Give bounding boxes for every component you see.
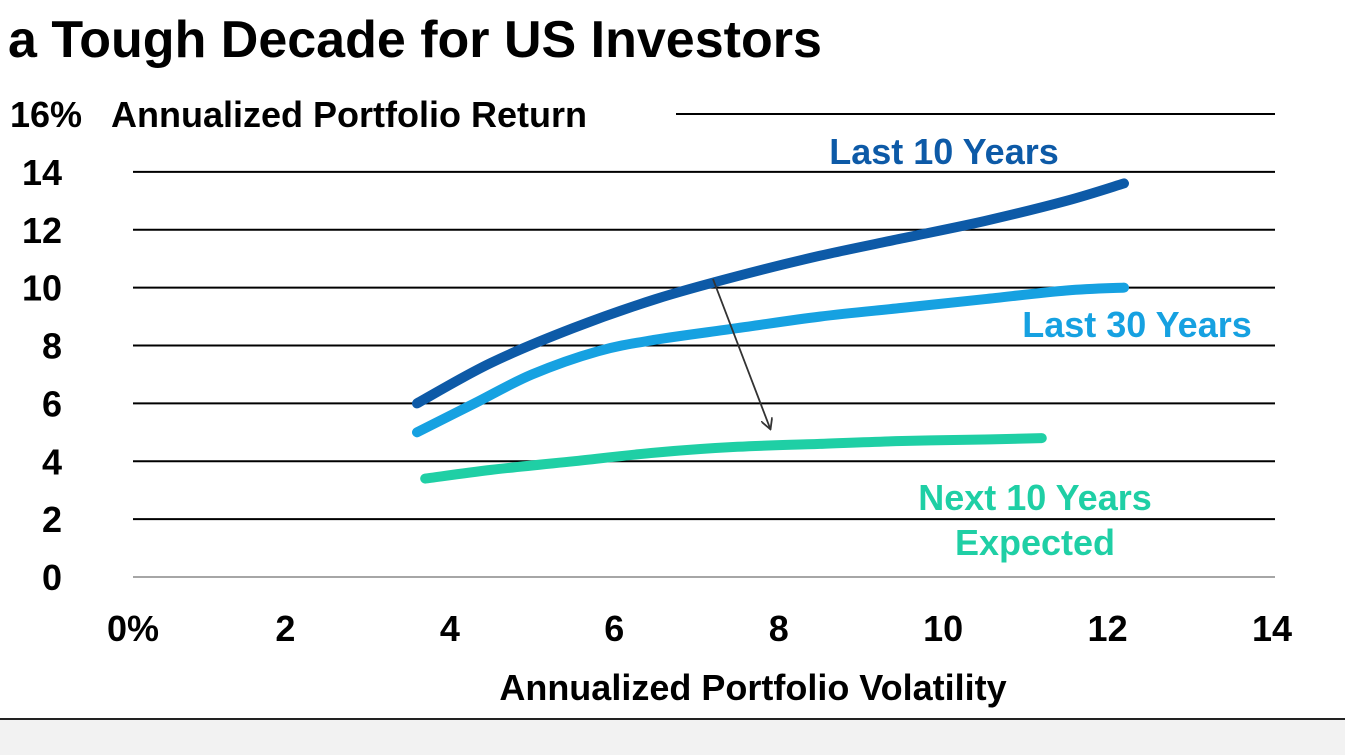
- y-tick-label: 12: [22, 210, 62, 251]
- series-line-next-10-years: [420, 433, 1047, 484]
- annotations: [712, 278, 771, 429]
- x-tick-label: 6: [604, 608, 624, 649]
- series-line-last-10-years: [412, 178, 1129, 409]
- label-last-10-years: Last 10 Years: [829, 131, 1059, 172]
- x-axis-ticks: 0% 2 4 6 8 10 12 14: [107, 608, 1292, 649]
- x-tick-label: 14: [1252, 608, 1292, 649]
- label-next-10-years: Next 10 Years Expected: [918, 477, 1152, 563]
- x-axis-label: Annualized Portfolio Volatility: [499, 667, 1006, 708]
- y-tick-label: 14: [22, 152, 62, 193]
- y-axis-label: Annualized Portfolio Return: [111, 94, 587, 135]
- series-line-last-30-years: [412, 282, 1129, 438]
- x-tick-label: 4: [440, 608, 460, 649]
- x-tick-label: 12: [1088, 608, 1128, 649]
- footer-band: [0, 720, 1345, 755]
- y-tick-label-top: 16%: [10, 94, 82, 135]
- shift-arrow: [712, 278, 771, 429]
- y-tick-label: 6: [42, 383, 62, 424]
- x-tick-label: 10: [923, 608, 963, 649]
- y-axis-ticks: 0 2 4 6 8 10 12 14 16%: [10, 94, 82, 598]
- x-tick-label: 2: [275, 608, 295, 649]
- y-tick-label: 10: [22, 268, 62, 309]
- chart-title: a Tough Decade for US Investors: [8, 11, 822, 69]
- series-labels: Last 10 Years Last 30 Years Next 10 Years E…: [829, 131, 1252, 563]
- label-last-30-years: Last 30 Years: [1022, 304, 1252, 345]
- x-tick-label: 0%: [107, 608, 159, 649]
- y-tick-label: 8: [42, 326, 62, 367]
- y-tick-label: 0: [42, 557, 62, 598]
- series-lines: [412, 178, 1129, 484]
- x-tick-label: 8: [769, 608, 789, 649]
- y-tick-label: 4: [42, 441, 62, 482]
- footer-divider: [0, 718, 1345, 720]
- y-tick-label: 2: [42, 499, 62, 540]
- chart: 0 2 4 6 8 10 12 14 16% 0% 2 4 6 8 10 12 14 Last 10 Year…: [10, 94, 1292, 708]
